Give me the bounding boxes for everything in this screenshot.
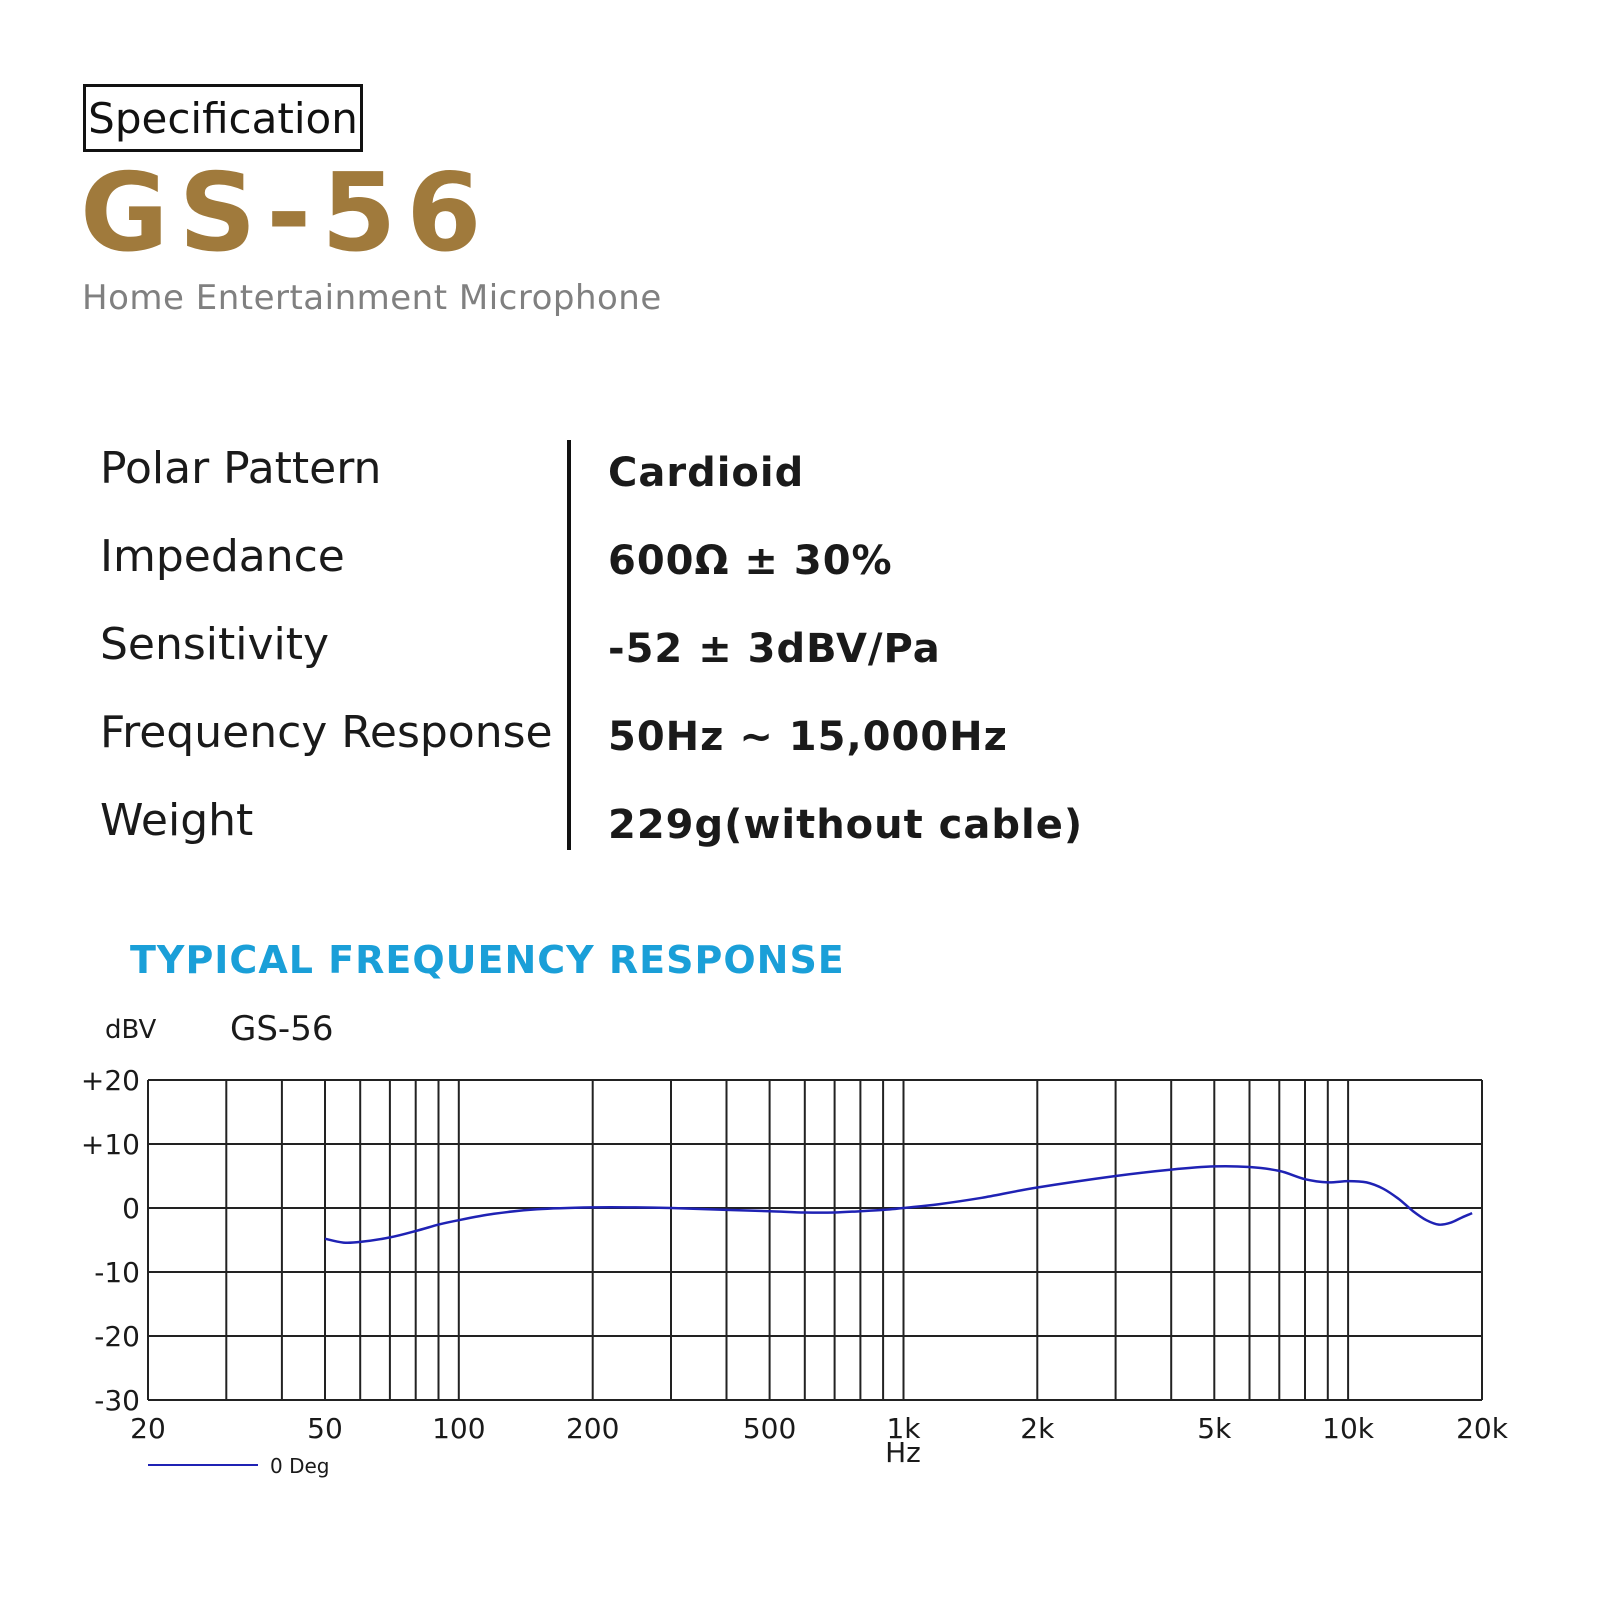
y-axis-unit: dBV [105,1015,157,1045]
specification-badge: Specification [83,84,363,152]
x-tick-label: 100 [432,1412,485,1445]
y-tick-label: +20 [81,1064,140,1097]
spec-value-frequency-response: 50Hz ~ 15,000Hz [608,714,1008,760]
spec-value-weight: 229g(without cable) [608,802,1084,848]
series-line-0-deg [324,1164,1473,1245]
model-title: GS-56 [80,151,492,276]
product-subtitle: Home Entertainment Microphone [82,278,662,318]
y-tick-label: -10 [94,1256,140,1289]
x-tick-label: 500 [743,1412,796,1445]
spec-label-frequency-response: Frequency Response [100,707,553,758]
spec-value-impedance: 600Ω ± 30% [608,538,893,584]
y-tick-label: -20 [94,1320,140,1353]
spec-value-polar-pattern: Cardioid [608,450,805,496]
x-tick-label: 200 [566,1412,619,1445]
x-tick-label: 10k [1322,1412,1375,1445]
series-layer [324,1164,1473,1245]
x-tick-label: 50 [307,1412,343,1445]
spec-table-divider [567,440,571,850]
spec-label-weight: Weight [100,795,254,846]
spec-label-impedance: Impedance [100,531,345,582]
chart-title: GS-56 [230,1009,333,1049]
y-tick-label: 0 [122,1192,140,1225]
x-axis-unit: Hz [885,1436,921,1469]
x-tick-label: 20k [1456,1412,1509,1445]
y-tick-label: -30 [94,1384,140,1417]
spec-label-polar-pattern: Polar Pattern [100,443,382,494]
x-tick-label: 5k [1197,1412,1232,1445]
x-tick-label: 20 [130,1412,166,1445]
spec-label-sensitivity: Sensitivity [100,619,330,670]
chart-heading: TYPICAL FREQUENCY RESPONSE [130,938,845,982]
legend-label-0-deg: 0 Deg [270,1454,329,1478]
x-tick-label: 1k [886,1412,921,1445]
y-tick-label: +10 [81,1128,140,1161]
spec-value-sensitivity: -52 ± 3dBV/Pa [608,626,941,672]
grid-layer [147,1079,1483,1401]
x-tick-label: 2k [1020,1412,1055,1445]
